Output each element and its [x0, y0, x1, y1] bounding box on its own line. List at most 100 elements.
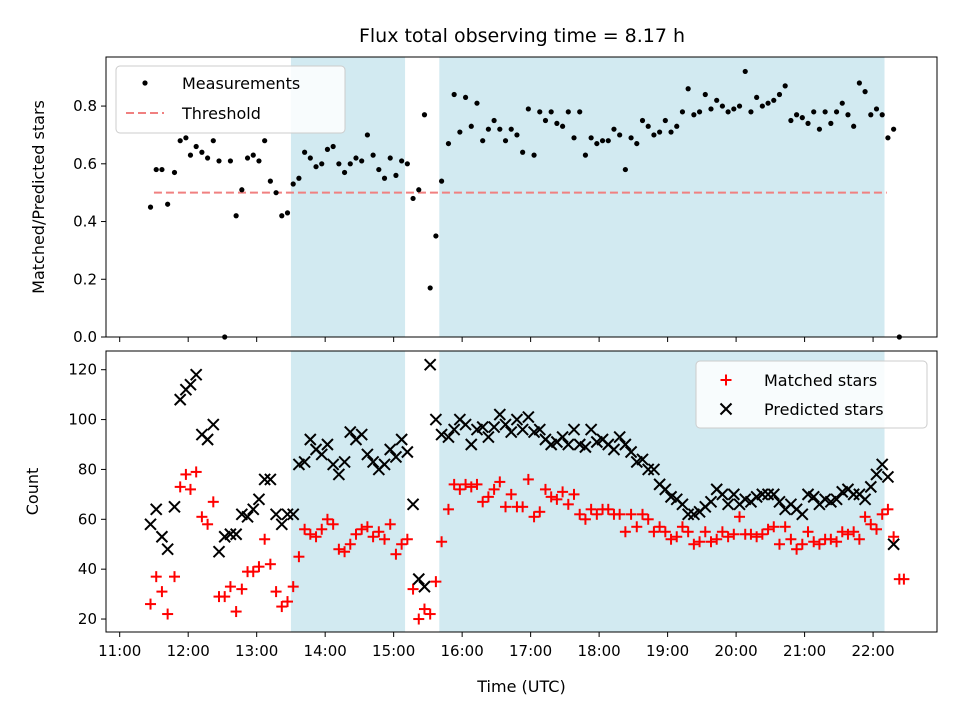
predicted-point-b [510, 413, 524, 426]
measurement-point [199, 149, 205, 155]
predicted-point-b [429, 413, 443, 426]
observing-interval-2 [439, 57, 885, 337]
measurement-point [731, 106, 737, 112]
x-tick-label: 19:00 [646, 642, 689, 660]
matched-point [591, 508, 603, 520]
matched-point [500, 501, 512, 513]
measurement-point [262, 138, 268, 144]
measurement-point [227, 158, 234, 164]
predicted-point-b [487, 420, 501, 434]
predicted-point-b [613, 430, 626, 444]
predicted-point [224, 528, 237, 541]
predicted-point [155, 530, 169, 543]
predicted-point-b [830, 493, 843, 506]
matched-point [264, 558, 276, 570]
x-tick-label: 17:00 [509, 642, 552, 660]
matched-point [631, 521, 643, 533]
predicted-point-b [189, 368, 203, 381]
matched-point [785, 533, 797, 545]
predicted-point [796, 508, 809, 521]
measurement-point [708, 106, 714, 112]
predicted-point-b [184, 378, 197, 391]
matched-point [705, 536, 717, 548]
measurement-point [319, 161, 325, 167]
matched-point [671, 531, 683, 543]
predicted-point [533, 423, 546, 436]
predicted-point-b [876, 458, 889, 471]
y-tick-label: 0.4 [73, 213, 97, 231]
matched-point [276, 601, 288, 613]
predicted-point-b [281, 508, 294, 521]
predicted-point-b [378, 458, 391, 471]
matched-point [494, 476, 506, 488]
measurement-point [868, 112, 874, 118]
matched-point [551, 493, 563, 505]
legend-predicted-marker [719, 402, 733, 416]
matched-point [299, 523, 311, 535]
matched-point [791, 543, 803, 555]
predicted-point-b [647, 463, 661, 476]
measurement-point [851, 123, 857, 129]
matched-point [424, 608, 436, 620]
observing-interval-1 [290, 351, 406, 632]
measurement-point [628, 135, 634, 141]
predicted-point [326, 458, 340, 471]
predicted-point-b [801, 488, 815, 501]
predicted-point-b [887, 538, 900, 551]
measurement-point [885, 135, 891, 141]
measurement-point [416, 187, 422, 193]
predicted-point-b [624, 445, 638, 459]
predicted-point [161, 543, 174, 556]
measurement-point [307, 155, 313, 161]
predicted-point [881, 470, 895, 484]
predicted-point-b [389, 450, 403, 464]
matched-point [517, 501, 529, 513]
predicted-point [767, 488, 780, 501]
measurement-point [679, 109, 686, 115]
predicted-point [870, 468, 883, 481]
measurement-point [497, 126, 503, 132]
measurement-point [833, 109, 840, 115]
predicted-point [465, 438, 478, 451]
predicted-point-b [459, 418, 472, 431]
measurement-point [725, 109, 731, 115]
y-tick-label: 100 [68, 411, 97, 429]
measurement-point [862, 89, 868, 95]
matched-point [716, 526, 728, 538]
predicted-point-b [401, 445, 414, 459]
matched-point [888, 531, 900, 543]
predicted-point-b [493, 408, 507, 421]
predicted-point-b [298, 455, 311, 469]
predicted-point-b [704, 495, 718, 509]
matched-point [694, 536, 706, 548]
matched-point [247, 566, 259, 578]
predicted-point-b [881, 470, 895, 484]
matched-point [614, 508, 626, 520]
predicted-point [761, 488, 775, 501]
matched-point [482, 491, 494, 503]
measurement-point [153, 166, 159, 173]
matched-point [333, 543, 345, 555]
legend-box [695, 360, 928, 429]
x-tick-label: 21:00 [783, 642, 826, 660]
measurement-point [502, 138, 509, 144]
matched-point [190, 466, 202, 478]
measurement-point [685, 86, 691, 92]
predicted-point-b [756, 488, 769, 501]
predicted-point-b [332, 468, 346, 481]
measurement-point [376, 166, 382, 173]
matched-point [848, 526, 860, 538]
measurement-point [313, 164, 319, 170]
matched-point [236, 583, 248, 595]
predicted-point-b [412, 572, 425, 586]
legend-box [115, 65, 346, 134]
predicted-point [676, 498, 689, 511]
measurement-point [233, 213, 239, 219]
predicted-point [773, 495, 786, 509]
predicted-point [607, 443, 621, 456]
matched-point [321, 513, 333, 525]
predicted-point-b [442, 430, 455, 444]
measurement-point [204, 155, 211, 161]
matched-point [196, 511, 208, 523]
measurement-point [165, 201, 171, 207]
